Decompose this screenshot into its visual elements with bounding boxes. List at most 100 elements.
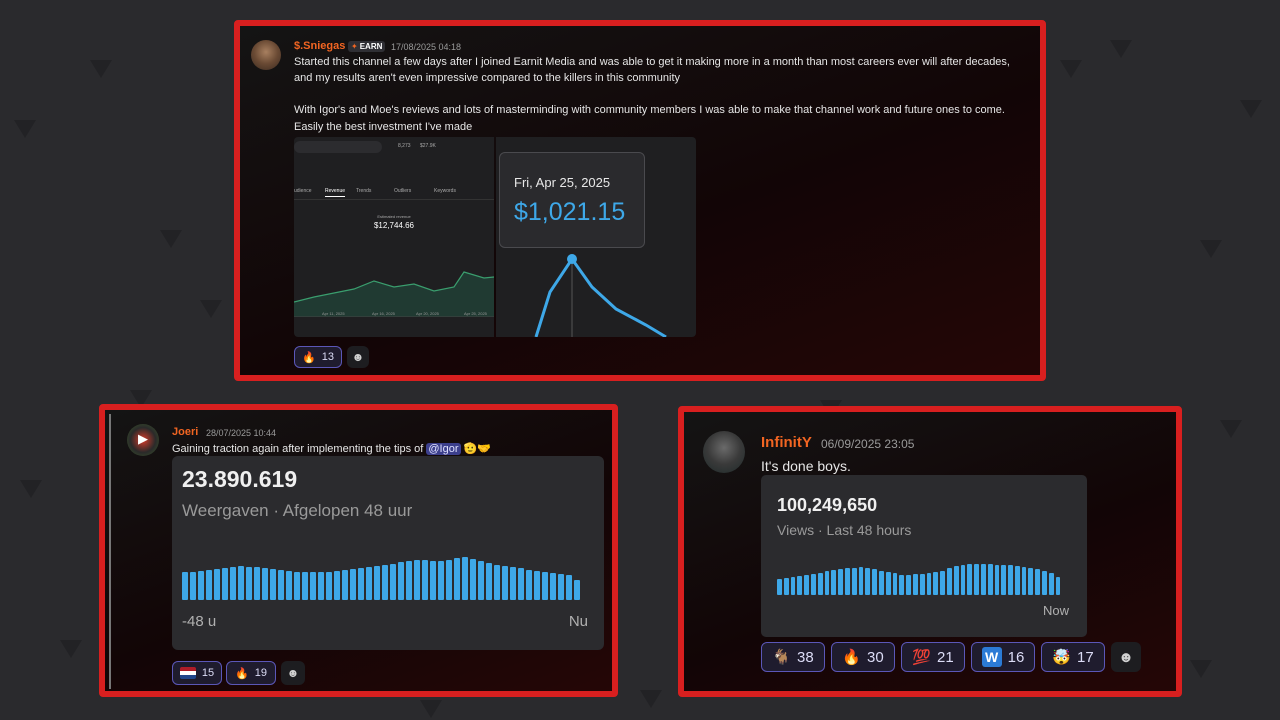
chart-bar: [262, 568, 268, 600]
chart-bar: [286, 571, 292, 600]
chart-bar: [1001, 565, 1007, 595]
mention-igor[interactable]: @Igor: [426, 443, 461, 455]
chart-bar: [310, 572, 316, 600]
reaction-fire[interactable]: 🔥 30: [831, 642, 895, 672]
chart-bar: [810, 574, 816, 595]
axis-start-label: -48 u: [182, 613, 217, 630]
w-icon: W: [981, 647, 1002, 667]
reaction-fire[interactable]: 🔥 19: [226, 661, 276, 685]
background-triangle: [1200, 240, 1222, 258]
chart-bar: [182, 572, 188, 600]
chart-bar: [974, 564, 979, 595]
chart-bar: [940, 571, 945, 595]
play-icon: ▶: [138, 431, 148, 446]
reaction-hundred[interactable]: 💯 21: [901, 642, 965, 672]
views-label: Weergaven · Afgelopen 48 uur: [182, 501, 413, 520]
avatar[interactable]: [703, 431, 745, 473]
chart-bar: [566, 575, 572, 600]
chart-bar: [967, 564, 973, 595]
fire-icon: 🔥: [235, 667, 249, 680]
mind-blown-icon: 🤯: [1052, 649, 1071, 666]
chart-bar: [1028, 568, 1034, 595]
chart-bar: [1055, 577, 1061, 595]
reaction-mind-blown[interactable]: 🤯 17: [1041, 642, 1105, 672]
smiley-icon: ☻: [286, 666, 300, 680]
views-embed[interactable]: 23.890.619 Weergaven · Afgelopen 48 uur …: [172, 456, 604, 650]
chart-bar: [406, 561, 412, 600]
chart-bar: [486, 563, 492, 600]
tab-revenue[interactable]: Revenue: [325, 188, 346, 197]
chart-bar: [542, 572, 548, 600]
chart-bar: [342, 570, 348, 600]
fire-icon: 🔥: [302, 351, 316, 364]
fire-icon: 🔥: [842, 649, 861, 666]
background-triangle: [1220, 420, 1242, 438]
tab-outliers[interactable]: Outliers: [394, 188, 412, 194]
message-line-4: Easily the best investment I've made: [294, 121, 473, 133]
avatar[interactable]: ▶: [127, 424, 159, 456]
add-reaction-button[interactable]: ☻: [347, 346, 369, 368]
salute-handshake-icon: 🫡🤝: [463, 443, 491, 455]
views-embed[interactable]: 100,249,650 Views · Last 48 hours Now: [761, 475, 1087, 637]
post-card-sniegas: $.Sniegas ✦ EARN 17/08/2025 04:18 Starte…: [234, 20, 1046, 381]
top-stat-2: $27.9K: [420, 143, 436, 149]
tab-audience[interactable]: udience: [294, 188, 312, 194]
views-label: Views · Last 48 hours: [777, 522, 912, 538]
background-triangle: [1110, 40, 1132, 58]
chart-bar: [824, 571, 830, 595]
chart-bar: [851, 568, 857, 595]
chart-bar: [318, 572, 324, 600]
reaction-count: 30: [867, 648, 884, 666]
avatar[interactable]: [251, 40, 281, 70]
chart-bar: [574, 580, 580, 600]
date-2: Apr 16, 2025: [372, 311, 395, 316]
username[interactable]: InfinitY: [761, 434, 812, 451]
chart-bar: [878, 571, 884, 595]
chart-bar: [206, 570, 212, 600]
reaction-flag-nl[interactable]: 15: [172, 661, 222, 685]
chart-bar: [358, 568, 364, 600]
chart-bar: [238, 566, 244, 600]
revenue-area-chart: [294, 271, 494, 317]
revenue-tooltip-screenshot[interactable]: Fri, Apr 25, 2025 $1,021.15: [496, 137, 696, 337]
chart-bar: [422, 560, 428, 600]
netherlands-flag-icon: [179, 667, 196, 679]
message-text: Gaining traction again after implementin…: [172, 443, 491, 455]
chart-bar: [510, 567, 516, 600]
chart-bar: [906, 575, 911, 595]
revenue-line-chart: [534, 254, 667, 337]
reaction-count: 16: [1007, 648, 1025, 666]
username[interactable]: Joeri: [172, 426, 199, 438]
add-reaction-button[interactable]: ☻: [281, 661, 305, 685]
chart-bar: [446, 560, 452, 600]
smiley-icon: ☻: [351, 350, 365, 364]
chart-bar: [334, 571, 340, 600]
tab-keywords[interactable]: Keywords: [434, 188, 456, 194]
chart-bar: [430, 561, 436, 600]
reaction-w[interactable]: W 16: [971, 642, 1035, 672]
goat-icon: 🐐: [772, 649, 791, 666]
chart-bar: [797, 576, 803, 595]
timestamp: 17/08/2025 04:18: [391, 42, 462, 52]
username[interactable]: $.Sniegas: [294, 40, 346, 52]
tab-trends[interactable]: Trends: [356, 188, 372, 194]
axis-end-label: Nu: [568, 613, 588, 630]
tooltip-value: $1,021.15: [514, 198, 626, 226]
background-triangle: [14, 120, 36, 138]
chart-bar: [278, 570, 284, 600]
chart-bar: [438, 561, 444, 600]
chart-bar: [494, 565, 500, 600]
analytics-screenshot[interactable]: 8,273 $27.9K udience Revenue Trends Outl…: [294, 137, 494, 337]
reaction-fire[interactable]: 🔥 13: [294, 346, 342, 368]
date-4: Apr 25, 2025: [464, 311, 487, 316]
background-triangle: [420, 700, 442, 718]
reaction-goat[interactable]: 🐐 38: [761, 642, 825, 672]
chart-bar: [838, 569, 843, 595]
reaction-count: 15: [201, 667, 215, 679]
chart-bar: [1014, 566, 1020, 595]
add-reaction-button[interactable]: ☻: [1111, 642, 1141, 672]
chart-bar: [534, 571, 540, 600]
chart-bar: [478, 561, 484, 600]
background-triangle: [640, 690, 662, 708]
smiley-icon: ☻: [1118, 648, 1134, 666]
